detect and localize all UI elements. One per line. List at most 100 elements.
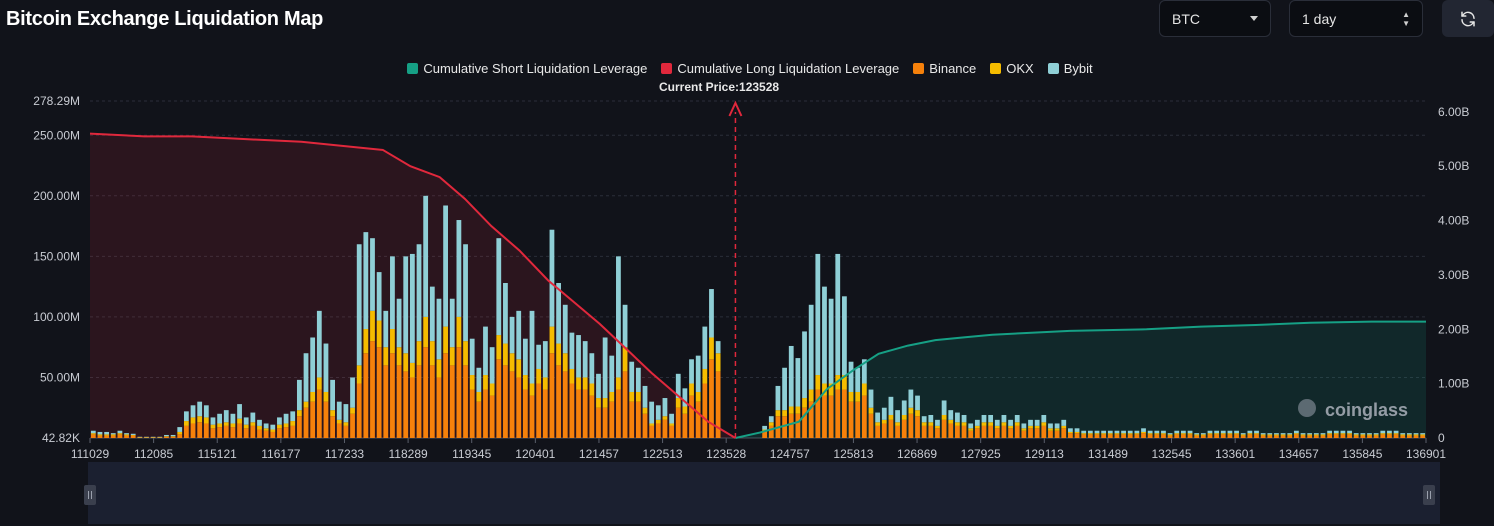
bar-okx bbox=[356, 365, 362, 384]
bar-binance bbox=[822, 395, 827, 438]
bar-bybit bbox=[90, 430, 96, 434]
bar-bybit bbox=[629, 361, 635, 392]
legend-item[interactable]: OKX bbox=[990, 61, 1034, 76]
bar-bybit bbox=[948, 410, 954, 420]
bar-okx bbox=[662, 416, 668, 420]
symbol-select[interactable]: BTC bbox=[1159, 0, 1271, 37]
bar-binance bbox=[562, 371, 568, 438]
bar-okx bbox=[881, 419, 887, 424]
bar-binance bbox=[1280, 435, 1286, 438]
bar-bybit bbox=[921, 416, 927, 423]
bar-binance bbox=[1313, 435, 1319, 438]
bar-binance bbox=[1187, 434, 1193, 438]
bar-bybit bbox=[642, 385, 648, 408]
bar-okx bbox=[403, 353, 409, 372]
chart-legend: Cumulative Short Liquidation Leverage Cum… bbox=[0, 61, 1494, 76]
x-tick-label: 118289 bbox=[389, 447, 428, 460]
bar-binance bbox=[277, 428, 282, 438]
bar-bybit bbox=[842, 296, 847, 376]
bar-okx bbox=[935, 425, 940, 429]
y-right-tick-label: 4.00B bbox=[1438, 214, 1469, 228]
coinglass-logo-icon bbox=[1298, 399, 1316, 417]
bar-binance bbox=[316, 389, 322, 438]
legend-item[interactable]: Cumulative Long Liquidation Leverage bbox=[661, 61, 899, 76]
bar-binance bbox=[1107, 434, 1113, 438]
bar-okx bbox=[695, 391, 701, 402]
bar-bybit bbox=[822, 286, 827, 384]
bar-okx bbox=[476, 391, 482, 402]
y-left-tick-label: 200.00M bbox=[33, 189, 80, 203]
bar-okx bbox=[669, 423, 674, 426]
bar-bybit bbox=[635, 367, 641, 392]
bar-bybit bbox=[1287, 433, 1293, 435]
y-left-tick-label: 250.00M bbox=[33, 128, 80, 142]
y-left-tick-label: 100.00M bbox=[33, 310, 80, 324]
bar-okx bbox=[489, 383, 495, 396]
bar-binance bbox=[649, 425, 655, 438]
bar-bybit bbox=[210, 417, 216, 425]
legend-item[interactable]: Cumulative Short Liquidation Leverage bbox=[407, 61, 647, 76]
x-tick-label: 119345 bbox=[452, 447, 491, 460]
bar-bybit bbox=[908, 389, 914, 408]
bar-bybit bbox=[1167, 433, 1173, 435]
bar-okx bbox=[828, 383, 834, 396]
bar-okx bbox=[968, 428, 974, 431]
bar-bybit bbox=[569, 332, 575, 369]
bar-bybit bbox=[1260, 433, 1266, 435]
bar-okx bbox=[616, 377, 621, 390]
bar-okx bbox=[316, 377, 322, 390]
x-tick-label: 124757 bbox=[770, 447, 810, 460]
bar-okx bbox=[675, 398, 681, 408]
bar-bybit bbox=[516, 310, 522, 360]
bar-bybit bbox=[1327, 430, 1333, 434]
bar-bybit bbox=[888, 396, 894, 415]
refresh-button[interactable] bbox=[1442, 0, 1494, 37]
x-tick-label: 129113 bbox=[1025, 447, 1064, 460]
bar-okx bbox=[888, 414, 894, 420]
bar-binance bbox=[589, 395, 595, 438]
bar-okx bbox=[330, 410, 335, 417]
bar-okx bbox=[303, 401, 309, 408]
bar-okx bbox=[1313, 434, 1319, 436]
bar-okx bbox=[1220, 433, 1226, 435]
bar-okx bbox=[323, 391, 329, 402]
bar-bybit bbox=[1300, 433, 1306, 435]
bar-okx bbox=[775, 410, 781, 417]
bar-okx bbox=[921, 422, 927, 426]
bar-okx bbox=[190, 417, 196, 424]
legend-item[interactable]: Binance bbox=[913, 61, 976, 76]
bar-okx bbox=[503, 343, 508, 366]
bar-bybit bbox=[483, 326, 488, 376]
bar-okx bbox=[848, 391, 854, 402]
range-select[interactable]: 1 day ▲ ▼ bbox=[1289, 0, 1423, 37]
range-scroller[interactable] bbox=[88, 462, 1440, 524]
bar-okx bbox=[808, 389, 814, 402]
bar-bybit bbox=[316, 310, 322, 378]
bar-bybit bbox=[1400, 433, 1406, 435]
bar-binance bbox=[1101, 434, 1107, 438]
bar-binance bbox=[1247, 434, 1253, 438]
chevron-down-icon bbox=[1250, 16, 1258, 21]
bar-binance bbox=[1380, 434, 1386, 438]
bar-okx bbox=[350, 407, 355, 414]
bar-okx bbox=[416, 341, 422, 366]
bar-okx bbox=[1373, 434, 1379, 436]
bar-binance bbox=[144, 437, 149, 438]
bar-okx bbox=[243, 424, 249, 429]
bar-okx bbox=[1008, 425, 1013, 429]
bar-okx bbox=[1227, 433, 1233, 435]
bar-binance bbox=[522, 389, 528, 438]
bar-binance bbox=[356, 383, 362, 438]
bar-bybit bbox=[203, 405, 209, 418]
bar-binance bbox=[217, 427, 223, 438]
bar-binance bbox=[968, 430, 974, 438]
bar-binance bbox=[1220, 434, 1226, 438]
bar-okx bbox=[1127, 433, 1133, 435]
bar-binance bbox=[1048, 430, 1053, 438]
scroller-right-handle[interactable] bbox=[1423, 485, 1435, 505]
bar-okx bbox=[815, 375, 821, 390]
scroller-left-handle[interactable] bbox=[84, 485, 96, 505]
legend-item[interactable]: Bybit bbox=[1047, 61, 1093, 76]
bar-okx bbox=[1214, 433, 1220, 435]
bar-okx bbox=[988, 422, 994, 426]
